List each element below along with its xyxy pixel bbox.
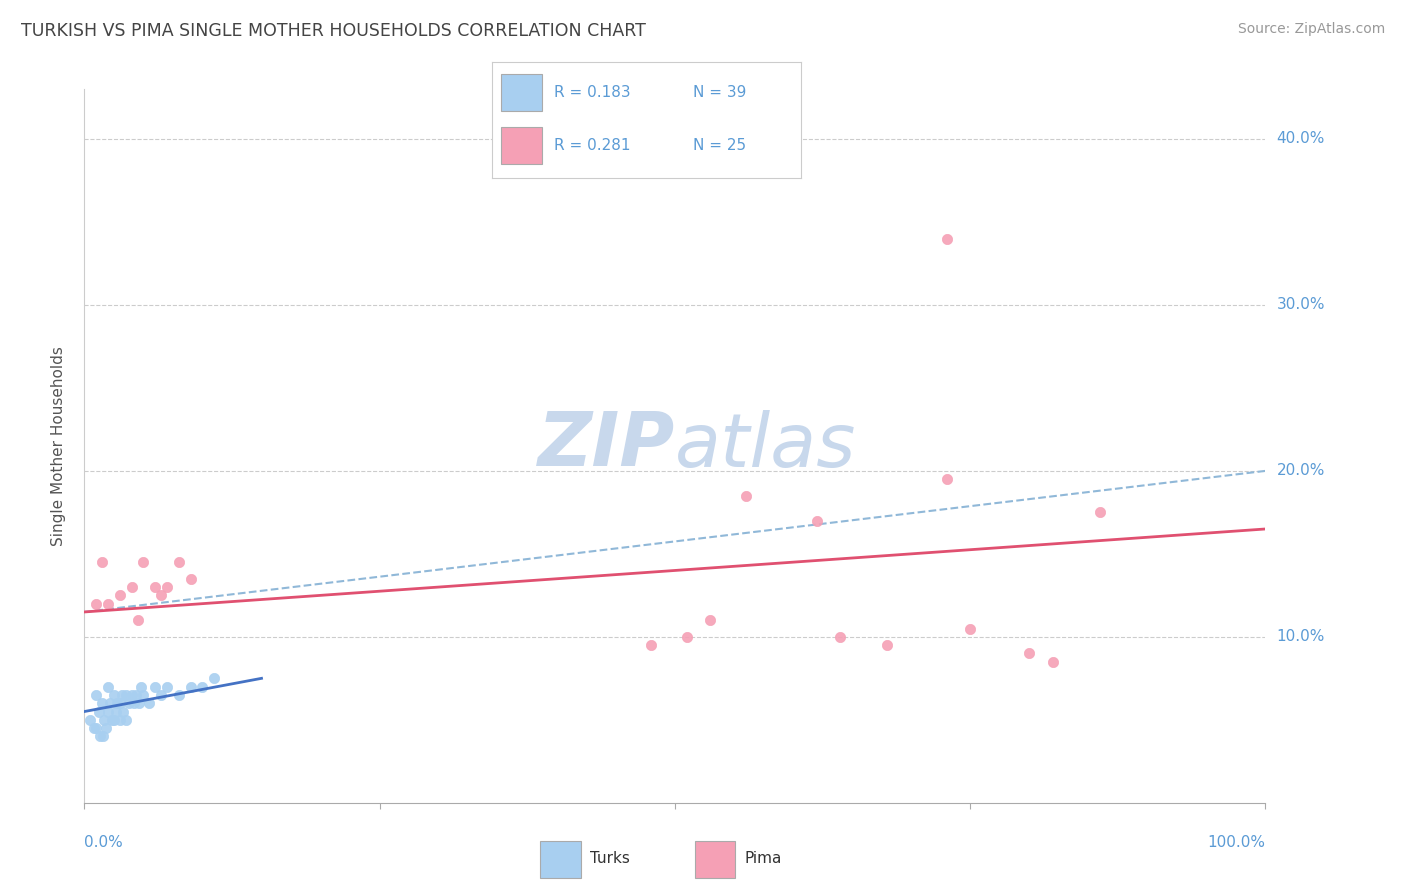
Y-axis label: Single Mother Households: Single Mother Households: [51, 346, 66, 546]
Point: [156, 580, 179, 594]
Point: [94, 721, 117, 735]
Point: [97, 705, 120, 719]
Point: [111, 688, 134, 702]
Point: [121, 580, 143, 594]
Point: [156, 680, 179, 694]
Text: atlas: atlas: [675, 410, 856, 482]
Point: [97, 680, 120, 694]
Point: [108, 588, 131, 602]
Point: [121, 688, 143, 702]
Text: 0.0%: 0.0%: [84, 836, 124, 850]
FancyBboxPatch shape: [540, 841, 581, 878]
Point: [103, 713, 125, 727]
Point: [105, 705, 128, 719]
Point: [79, 713, 101, 727]
Point: [935, 472, 957, 486]
Point: [734, 489, 756, 503]
Point: [180, 572, 202, 586]
Point: [100, 713, 122, 727]
Point: [167, 555, 190, 569]
Point: [132, 688, 155, 702]
Point: [191, 680, 214, 694]
Point: [122, 696, 145, 710]
Point: [132, 555, 155, 569]
FancyBboxPatch shape: [502, 128, 541, 164]
Point: [138, 696, 160, 710]
Point: [167, 688, 190, 702]
Point: [93, 713, 115, 727]
Point: [83, 721, 105, 735]
Point: [129, 680, 152, 694]
Text: ZIP: ZIP: [537, 409, 675, 483]
Point: [675, 630, 697, 644]
Point: [1018, 647, 1040, 661]
Point: [91, 555, 114, 569]
Point: [127, 613, 149, 627]
Point: [699, 613, 721, 627]
Point: [202, 671, 225, 685]
Point: [108, 696, 131, 710]
Point: [89, 730, 111, 744]
FancyBboxPatch shape: [502, 74, 541, 112]
Point: [108, 713, 131, 727]
Point: [128, 696, 150, 710]
Text: 40.0%: 40.0%: [1277, 131, 1324, 146]
Text: R = 0.281: R = 0.281: [554, 138, 630, 153]
Text: 10.0%: 10.0%: [1277, 630, 1324, 644]
Point: [959, 622, 981, 636]
Point: [84, 721, 107, 735]
Point: [114, 688, 136, 702]
Point: [84, 688, 107, 702]
Point: [112, 705, 135, 719]
Point: [114, 713, 136, 727]
Point: [876, 638, 898, 652]
Point: [84, 597, 107, 611]
Point: [150, 588, 173, 602]
Point: [118, 696, 141, 710]
Point: [1042, 655, 1064, 669]
Point: [830, 630, 852, 644]
Point: [640, 638, 662, 652]
Point: [97, 597, 120, 611]
Point: [91, 696, 114, 710]
Point: [98, 696, 121, 710]
Point: [87, 705, 110, 719]
Point: [143, 680, 166, 694]
Point: [1088, 505, 1111, 519]
Point: [125, 688, 148, 702]
FancyBboxPatch shape: [695, 841, 735, 878]
Point: [91, 730, 114, 744]
Point: [103, 688, 125, 702]
Text: N = 25: N = 25: [693, 138, 747, 153]
Point: [143, 580, 166, 594]
Text: Pima: Pima: [745, 851, 782, 866]
Point: [180, 680, 202, 694]
Text: 100.0%: 100.0%: [1208, 836, 1265, 850]
Text: 20.0%: 20.0%: [1277, 463, 1324, 478]
Point: [150, 688, 173, 702]
Point: [806, 514, 828, 528]
Point: [935, 231, 957, 245]
Text: 30.0%: 30.0%: [1277, 297, 1324, 312]
Text: R = 0.183: R = 0.183: [554, 85, 630, 100]
Text: TURKISH VS PIMA SINGLE MOTHER HOUSEHOLDS CORRELATION CHART: TURKISH VS PIMA SINGLE MOTHER HOUSEHOLDS…: [21, 22, 645, 40]
Text: N = 39: N = 39: [693, 85, 747, 100]
Text: Source: ZipAtlas.com: Source: ZipAtlas.com: [1237, 22, 1385, 37]
Point: [107, 696, 129, 710]
Text: Turks: Turks: [591, 851, 630, 866]
